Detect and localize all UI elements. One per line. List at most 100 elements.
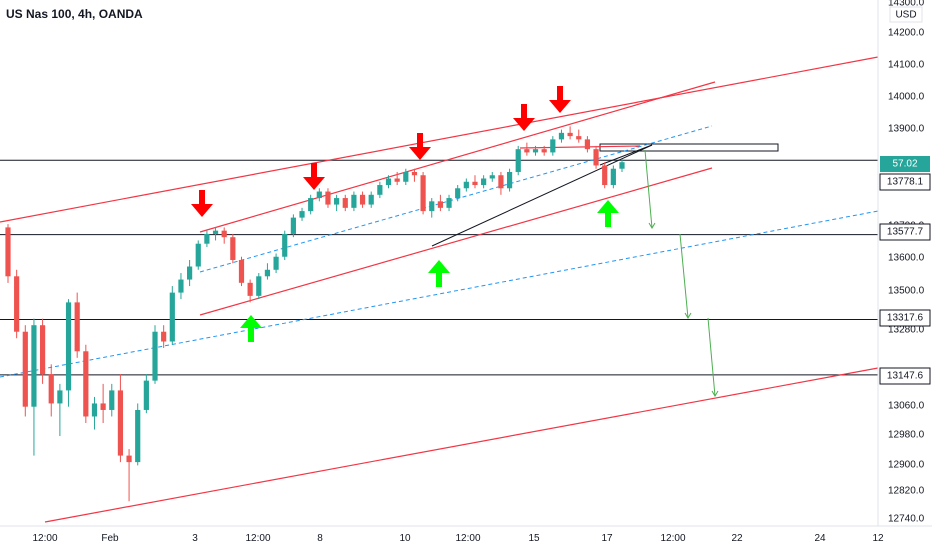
price-tick-label: 13060.0 (888, 401, 925, 412)
range-box (599, 143, 779, 152)
wedge-line (599, 144, 653, 166)
candle-body (299, 211, 305, 218)
candle-body (489, 175, 495, 179)
price-tick-label: 14000.0 (888, 92, 925, 103)
candle-body (109, 390, 115, 410)
price-badge (879, 309, 931, 327)
price-tick-label: 12980.0 (888, 430, 925, 441)
candle-body (161, 331, 167, 342)
candle-body (524, 149, 530, 153)
candle-body (593, 149, 599, 166)
price-tick-label: 13500.0 (888, 286, 925, 297)
price-tick-label: 12740.0 (888, 514, 925, 525)
horizontal-levels (0, 143, 878, 376)
candle-body (334, 198, 340, 205)
candle-body (368, 194, 374, 205)
time-axis[interactable]: 12:00 Feb 3 12:00 8 10 12:00 15 17 12:00 22 24 12 (0, 525, 932, 544)
candle-body (57, 390, 63, 404)
up-arrow-icon (240, 315, 262, 342)
time-tick-label: 8 (317, 533, 323, 544)
price-tick-label: 14300.0 (888, 0, 925, 9)
price-axis-bg (878, 0, 932, 550)
candle-body (403, 171, 409, 182)
candle-body (91, 403, 98, 417)
price-axis[interactable]: 14300.014200.014100.014000.013900.013700… (877, 0, 932, 550)
candle-body (39, 325, 46, 375)
candle-body (472, 181, 478, 186)
candle-body (169, 292, 175, 342)
down-arrow-icon (549, 86, 571, 113)
candle-body (14, 276, 20, 332)
wedge-line (431, 144, 653, 247)
candle-body (282, 233, 288, 257)
down-arrow-icon (303, 163, 325, 190)
down-arrow-icon (513, 104, 535, 131)
time-tick-label: 12:00 (660, 533, 685, 544)
projection-arrowhead (648, 222, 656, 229)
time-tick-label: 12:00 (245, 533, 270, 544)
projection-arrowhead (684, 312, 692, 319)
candle-body (515, 149, 521, 172)
time-tick-label: Feb (101, 533, 119, 544)
price-tick-label: 12900.0 (888, 460, 925, 471)
candle-body (359, 194, 366, 205)
candle-body (178, 279, 184, 293)
candle-body (195, 243, 201, 267)
candle-body (602, 165, 608, 186)
dashed-midline (0, 210, 879, 378)
time-tick-label: 24 (814, 533, 826, 544)
candle-body (325, 191, 331, 205)
dashed-midline (199, 125, 713, 273)
price-tick-label: 14100.0 (888, 60, 925, 71)
price-badge (879, 223, 931, 241)
candle-body (48, 374, 54, 404)
price-tick-label: 12820.0 (888, 486, 925, 497)
candle-body (290, 217, 296, 234)
price-badge (879, 173, 931, 191)
candle-body (437, 201, 443, 208)
price-badge-label: 13317.6 (887, 313, 924, 324)
candle-body (221, 230, 227, 238)
candle-body (204, 233, 210, 244)
trend-channel-line (199, 167, 713, 316)
price-badge (880, 156, 930, 172)
down-arrow-icon (409, 133, 431, 160)
candle-body (558, 132, 565, 140)
candle-body (455, 188, 461, 199)
time-tick-label: 3 (192, 533, 198, 544)
down-arrow-icon (191, 190, 213, 217)
currency-label: USD (895, 10, 916, 21)
candle-body (420, 175, 426, 212)
projection-line (679, 233, 689, 319)
signal-arrows (191, 86, 619, 342)
candlesticks (5, 126, 625, 502)
trend-lines (0, 56, 879, 523)
trend-channel-line (44, 367, 879, 523)
candle-body (584, 139, 591, 150)
candle-body (100, 403, 106, 410)
candle-body (238, 260, 245, 283)
candle-body (22, 331, 28, 407)
candle-body (143, 380, 149, 410)
candle-body (541, 149, 547, 153)
price-tick-label: 13280.0 (888, 325, 925, 336)
price-tick-label: 13600.0 (888, 253, 925, 264)
trend-channel-line (0, 56, 879, 223)
price-badge-label: 13778.1 (887, 177, 924, 188)
candle-body (576, 136, 582, 140)
candle-body (342, 198, 348, 208)
time-tick-label: 17 (601, 533, 613, 544)
up-arrow-icon (428, 260, 450, 287)
candle-body (264, 269, 271, 277)
candle-body (230, 237, 236, 260)
candle-body (446, 198, 452, 208)
time-tick-label: 10 (399, 533, 411, 544)
chart-title: US Nas 100, 4h, OANDA (6, 7, 143, 21)
trend-channel-line (519, 145, 641, 149)
time-tick-label: 15 (528, 533, 540, 544)
candle-body (31, 325, 37, 407)
candle-body (394, 178, 400, 182)
candle-body (429, 201, 435, 212)
price-badge-label: 57.02 (892, 159, 917, 170)
